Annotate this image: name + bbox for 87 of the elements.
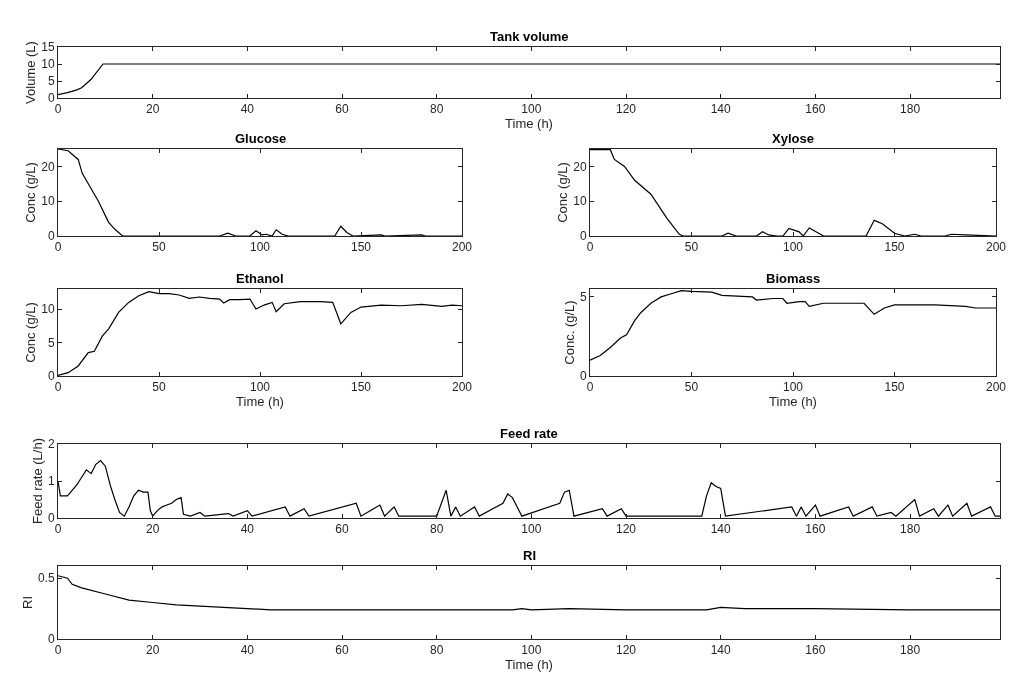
chart-title: Ethanol [236, 271, 284, 286]
x-tick-label: 40 [240, 522, 255, 537]
chart-title: Feed rate [500, 426, 558, 441]
x-tick-label: 100 [521, 643, 542, 658]
x-tick-label: 60 [335, 102, 350, 117]
y-tick-label: 5 [579, 290, 587, 305]
y-tick-label: 1 [47, 474, 55, 489]
line-series [590, 149, 996, 236]
y-axis-title: RI [19, 596, 35, 609]
x-tick-label: 150 [350, 380, 372, 395]
x-tick-label: 50 [684, 380, 699, 395]
y-tick-label: 5 [47, 74, 55, 89]
x-tick-label: 180 [900, 522, 921, 537]
x-tick-label: 150 [350, 240, 372, 255]
x-tick-label: 160 [805, 643, 826, 658]
y-axis-title: Conc (g/L) [555, 162, 571, 223]
y-tick-label: 0 [47, 229, 55, 244]
x-tick-label: 20 [145, 522, 160, 537]
y-axis-title: Conc (g/L) [23, 162, 39, 223]
y-axis-title: Conc. (g/L) [561, 300, 577, 365]
x-axis-title: Time (h) [769, 394, 817, 410]
chart-title: Xylose [772, 131, 814, 146]
x-axis-title: Time (h) [505, 657, 553, 673]
x-tick-label: 180 [900, 643, 921, 658]
x-tick-label: 140 [710, 102, 732, 117]
x-tick-label: 50 [152, 380, 166, 395]
y-tick-label: 0 [47, 632, 55, 647]
y-tick-label: 10 [41, 57, 55, 72]
x-tick-label: 180 [900, 102, 921, 117]
x-tick-label: 100 [782, 240, 804, 255]
y-tick-label: 2 [47, 437, 55, 452]
line-series [590, 289, 996, 361]
y-tick-label: 20 [41, 159, 55, 174]
chart-title: Tank volume [490, 29, 569, 44]
line-series [58, 149, 462, 236]
x-tick-label: 140 [710, 643, 732, 658]
x-tick-label: 150 [884, 380, 905, 395]
y-tick-label: 0 [47, 91, 55, 106]
y-axis-title: Feed rate (L/h) [29, 438, 45, 524]
y-tick-label: 10 [573, 194, 587, 209]
line-series [58, 291, 462, 376]
x-tick-label: 160 [805, 522, 826, 537]
y-tick-label: 0 [579, 229, 587, 244]
x-tick-label: 120 [616, 522, 637, 537]
y-tick-label: 15 [41, 40, 55, 55]
x-axis-title: Time (h) [236, 394, 284, 410]
x-tick-label: 40 [240, 643, 255, 658]
x-tick-label: 50 [152, 240, 166, 255]
x-tick-label: 200 [985, 380, 1007, 395]
x-tick-label: 100 [782, 380, 804, 395]
x-tick-label: 20 [145, 643, 160, 658]
line-series [58, 460, 1000, 517]
y-axis-title: Conc (g/L) [23, 302, 39, 363]
y-axis-title: Volume (L) [23, 41, 39, 104]
x-tick-label: 160 [805, 102, 826, 117]
x-tick-label: 20 [145, 102, 160, 117]
y-tick-label: 0 [47, 511, 55, 526]
y-tick-label: 0.5 [37, 571, 55, 586]
x-tick-label: 200 [985, 240, 1007, 255]
x-tick-label: 100 [521, 102, 542, 117]
y-tick-label: 0 [47, 369, 55, 384]
x-tick-label: 100 [249, 240, 271, 255]
y-tick-label: 10 [41, 302, 55, 317]
x-tick-label: 200 [451, 240, 473, 255]
x-tick-label: 120 [616, 643, 637, 658]
x-tick-label: 100 [249, 380, 271, 395]
chart-title: Glucose [235, 131, 287, 146]
line-series [58, 575, 1000, 611]
x-tick-label: 60 [335, 643, 350, 658]
x-tick-label: 150 [884, 240, 905, 255]
x-tick-label: 60 [335, 522, 350, 537]
x-tick-label: 40 [240, 102, 255, 117]
x-tick-label: 80 [430, 102, 444, 117]
x-tick-label: 100 [521, 522, 542, 537]
y-tick-label: 10 [41, 194, 55, 209]
chart-title: RI [523, 548, 536, 563]
chart-title: Biomass [766, 271, 821, 286]
x-tick-label: 120 [616, 102, 637, 117]
x-tick-label: 80 [430, 522, 444, 537]
y-tick-label: 20 [573, 159, 587, 174]
x-tick-label: 80 [430, 643, 444, 658]
x-tick-label: 50 [684, 240, 699, 255]
y-tick-label: 5 [47, 335, 55, 350]
x-tick-label: 200 [451, 380, 473, 395]
x-tick-label: 140 [710, 522, 732, 537]
x-axis-title: Time (h) [505, 116, 553, 132]
y-tick-label: 0 [579, 369, 587, 384]
